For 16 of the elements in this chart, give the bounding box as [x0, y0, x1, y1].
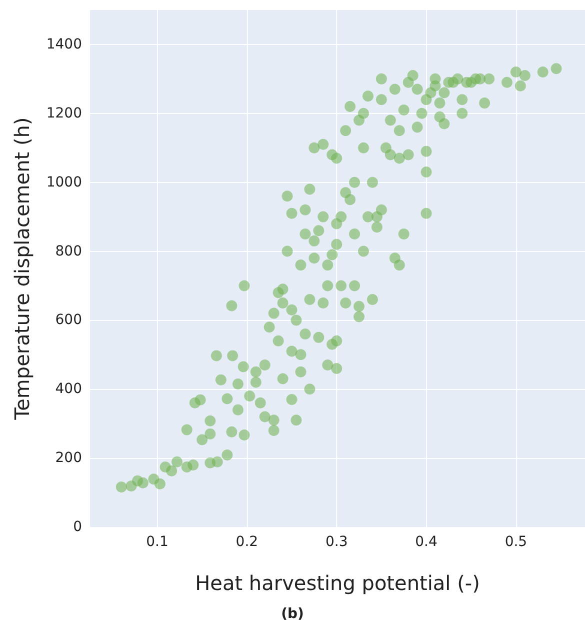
- x-tick-label: 0.5: [504, 534, 528, 550]
- y-tick-label: 1400: [46, 36, 82, 52]
- x-tick-label: 0.2: [236, 534, 258, 550]
- y-tick-label: 400: [55, 381, 82, 398]
- y-tick-label: 800: [55, 243, 82, 260]
- x-axis-title: Heat harvesting potential (-): [195, 571, 480, 595]
- x-tick-label: 0.1: [146, 534, 168, 550]
- y-tick-label: 200: [55, 450, 82, 466]
- y-tick-label: 0: [73, 519, 82, 535]
- y-tick-label: 1000: [46, 174, 82, 190]
- y-tick-label: 1200: [46, 105, 82, 122]
- y-axis-title: Temperature displacement (h): [10, 117, 34, 421]
- x-tick-label: 0.4: [415, 534, 438, 550]
- y-tick-label: 600: [55, 312, 82, 328]
- x-tick-label: 0.3: [325, 534, 348, 550]
- text: (b): [281, 606, 304, 622]
